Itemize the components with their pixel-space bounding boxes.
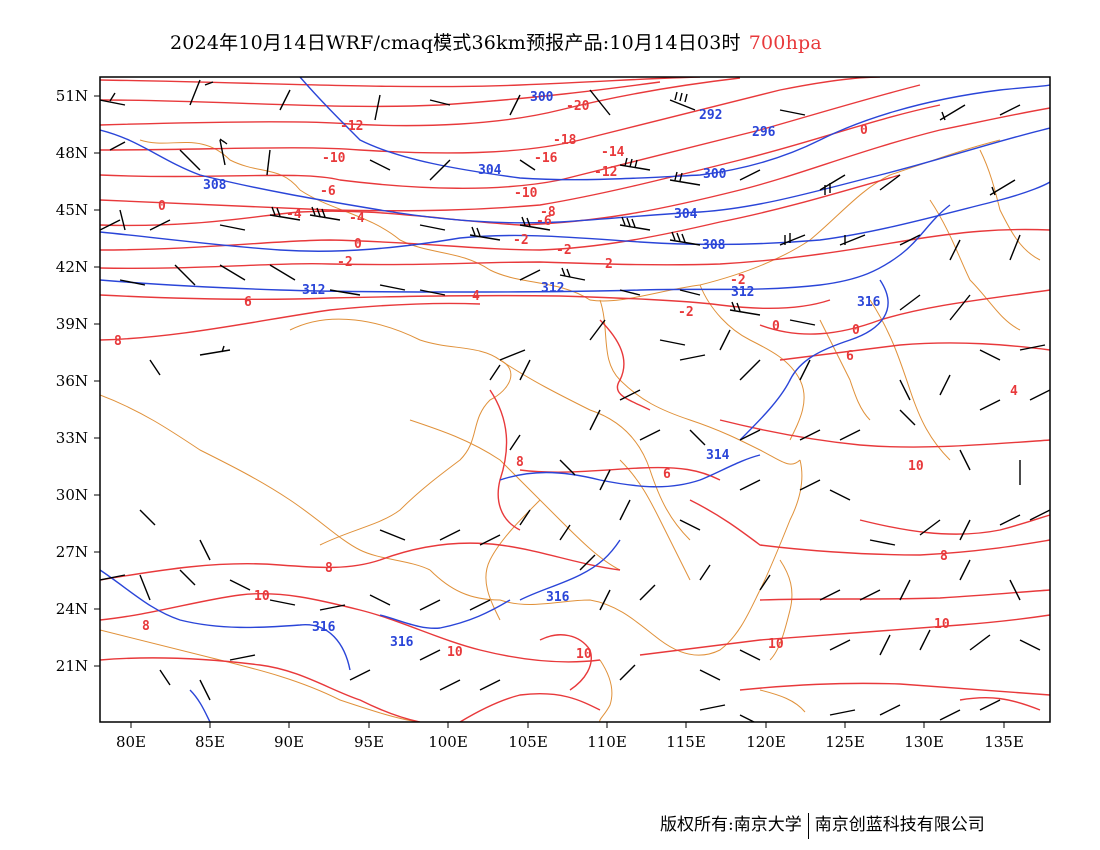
label-height: 316	[390, 635, 414, 650]
lat-label: 27N	[56, 543, 88, 561]
label-temp: -2	[337, 255, 353, 270]
lon-label: 115E	[666, 733, 706, 751]
label-temp: -12	[340, 119, 363, 134]
label-temp: 4	[1010, 384, 1018, 399]
label-temp: -4	[349, 211, 365, 226]
label-temp: 8	[114, 334, 122, 349]
lon-label: 110E	[587, 733, 627, 751]
copyright-company: 南京创蓝科技有限公司	[814, 815, 985, 835]
copyright-footer: 版权所有:南京大学 南京创蓝科技有限公司	[660, 810, 985, 839]
title-text: 2024年10月14日WRF/cmaq模式36km预报产品:10月14日03时	[170, 32, 741, 54]
lon-label: 95E	[354, 733, 384, 751]
label-temp: -8	[540, 205, 556, 220]
lat-label: 21N	[56, 657, 88, 675]
label-height: 312	[302, 283, 325, 298]
label-temp: -10	[322, 151, 346, 166]
label-temp: 0	[852, 323, 860, 338]
label-temp: -20	[566, 99, 590, 114]
political-borders	[100, 139, 1041, 722]
wind-barbs	[100, 79, 1050, 722]
label-height: 292	[699, 108, 722, 123]
label-height: 312	[731, 285, 754, 300]
label-height: 316	[546, 590, 570, 605]
label-temp: -18	[553, 133, 577, 148]
label-temp: -14	[601, 145, 625, 160]
footer-divider	[807, 812, 809, 839]
temperature-isotherms	[100, 77, 1050, 722]
lon-label: 85E	[195, 733, 225, 751]
lon-label: 120E	[746, 733, 786, 751]
lat-label: 42N	[56, 258, 88, 276]
lat-label: 24N	[56, 600, 88, 618]
label-height: 300	[703, 167, 727, 182]
label-temp: -4	[286, 207, 302, 222]
label-temp: 0	[772, 319, 780, 334]
label-temp: -10	[514, 186, 538, 201]
label-temp: 10	[768, 637, 784, 652]
lat-label: 45N	[56, 201, 88, 219]
lat-label: 39N	[56, 315, 88, 333]
lon-label: 135E	[984, 733, 1024, 751]
lat-label: 33N	[56, 429, 88, 447]
lon-label: 100E	[428, 733, 468, 751]
label-temp: 6	[663, 467, 671, 482]
label-temp: -2	[556, 243, 572, 258]
label-temp: -12	[594, 165, 617, 180]
map-frame	[99, 76, 1051, 723]
height-contours	[100, 77, 1050, 722]
label-height: 308	[203, 178, 227, 193]
label-temp: 8	[940, 549, 948, 564]
lat-label: 51N	[56, 87, 88, 105]
label-temp: -2	[730, 273, 746, 288]
label-temp: 8	[325, 561, 333, 576]
label-temp: -16	[534, 151, 558, 166]
lat-label: 30N	[56, 486, 88, 504]
label-temp: 0	[158, 199, 166, 214]
lon-label: 80E	[116, 733, 146, 751]
label-temp: 10	[908, 459, 924, 474]
height-labels: 300 292 296 304 300 304 308 308 312 312 …	[203, 90, 881, 650]
copyright-owner: 版权所有:南京大学	[660, 815, 802, 835]
label-temp: 6	[244, 295, 252, 310]
pressure-level: 700hpa	[748, 32, 822, 54]
label-height: 300	[530, 90, 554, 105]
latitude-labels: 51N 48N 45N 42N 39N 36N 33N 30N 27N 24N …	[56, 87, 88, 675]
label-temp: 8	[142, 619, 150, 634]
lat-label: 48N	[56, 144, 88, 162]
label-height: 308	[702, 238, 726, 253]
label-temp: -6	[320, 184, 336, 199]
label-temp: 10	[576, 647, 592, 662]
label-height: 304	[674, 207, 698, 222]
lon-label: 90E	[274, 733, 304, 751]
label-temp: 10	[254, 589, 270, 604]
label-height: 316	[312, 620, 336, 635]
label-height: 314	[706, 448, 730, 463]
label-temp: -2	[513, 233, 529, 248]
label-temp: 8	[516, 455, 524, 470]
map-title: 2024年10月14日WRF/cmaq模式36km预报产品:10月14日03时 7…	[170, 28, 822, 55]
label-height: 304	[478, 163, 502, 178]
label-height: 312	[541, 281, 564, 296]
label-temp: -6	[536, 214, 552, 229]
label-temp: -2	[678, 305, 694, 320]
temperature-labels: -20 -18 -16 -14 -12 -12 -10 -10 -8 -6 -6…	[114, 99, 1018, 662]
lon-label: 125E	[825, 733, 865, 751]
label-temp: 0	[354, 237, 362, 252]
label-temp: 10	[447, 645, 463, 660]
label-height: 296	[752, 125, 776, 140]
lon-label: 130E	[904, 733, 944, 751]
label-temp: 6	[846, 349, 854, 364]
longitude-axis	[130, 722, 1005, 728]
latitude-axis	[94, 95, 100, 667]
label-temp: 10	[934, 617, 950, 632]
label-height: 316	[857, 295, 881, 310]
label-temp: 0	[860, 123, 868, 138]
longitude-labels: 80E 85E 90E 95E 100E 105E 110E 115E 120E…	[116, 733, 1024, 751]
label-temp: 4	[472, 289, 480, 304]
label-temp: 2	[605, 257, 613, 272]
lon-label: 105E	[508, 733, 548, 751]
lat-label: 36N	[56, 372, 88, 390]
